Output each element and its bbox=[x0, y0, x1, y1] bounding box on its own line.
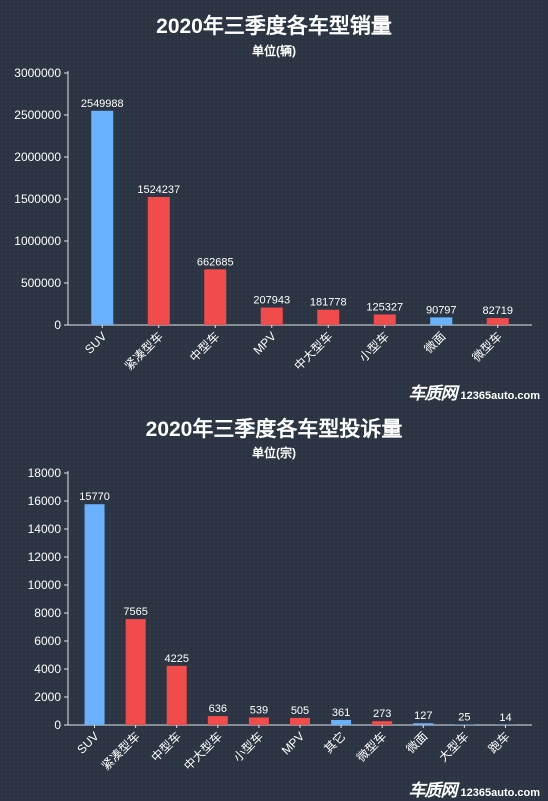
bar-5 bbox=[249, 717, 269, 725]
data-label: 2549988 bbox=[81, 98, 124, 110]
y-tick-label: 4000 bbox=[34, 662, 61, 676]
watermark-url: 12365auto.com bbox=[461, 787, 540, 799]
data-label: 25 bbox=[458, 712, 470, 724]
category-label: 中型车 bbox=[148, 729, 184, 765]
y-tick-label: 0 bbox=[54, 718, 61, 732]
bar-6 bbox=[290, 718, 310, 725]
y-tick-label: 500000 bbox=[21, 276, 61, 290]
data-label: 636 bbox=[209, 703, 227, 715]
category-label: 小型车 bbox=[356, 329, 392, 365]
category-label: 紧凑型车 bbox=[121, 329, 166, 374]
y-tick-label: 2500000 bbox=[14, 108, 61, 122]
data-label: 127 bbox=[414, 710, 432, 722]
category-label: 小型车 bbox=[230, 729, 266, 765]
category-label: 其它 bbox=[321, 729, 349, 757]
category-label: 大型车 bbox=[435, 729, 471, 765]
category-label: 跑车 bbox=[485, 729, 513, 757]
y-tick-label: 1500000 bbox=[14, 192, 61, 206]
y-tick-label: 2000000 bbox=[14, 150, 61, 164]
category-label: 微面 bbox=[404, 729, 431, 756]
data-label: 125327 bbox=[366, 301, 403, 313]
category-label: 中大型车 bbox=[291, 329, 336, 374]
category-label: 微型车 bbox=[353, 729, 389, 765]
category-label: SUV bbox=[82, 329, 109, 356]
bar-8 bbox=[487, 318, 509, 325]
y-tick-label: 8000 bbox=[34, 606, 61, 620]
data-label: 181778 bbox=[310, 297, 347, 309]
sales-bar-chart: 0 500000 1000000 1500000 2000000 2500000 30000… bbox=[0, 0, 548, 400]
bar-5 bbox=[317, 310, 339, 325]
bar-4 bbox=[261, 308, 283, 325]
bar-2 bbox=[126, 619, 146, 725]
data-label: 7565 bbox=[123, 606, 147, 618]
bar-3 bbox=[204, 269, 226, 325]
data-label: 539 bbox=[250, 704, 268, 716]
y-tick-label: 10000 bbox=[28, 578, 62, 592]
data-label: 1524237 bbox=[137, 184, 180, 196]
y-tick-label: 1000000 bbox=[14, 234, 61, 248]
category-label: 紧凑型车 bbox=[98, 729, 143, 774]
bar-3 bbox=[167, 666, 187, 725]
category-label: 中型车 bbox=[186, 329, 222, 365]
data-label: 662685 bbox=[197, 256, 234, 268]
data-label: 505 bbox=[291, 705, 309, 717]
y-tick-label: 3000000 bbox=[14, 66, 61, 80]
bar-7 bbox=[430, 317, 452, 325]
data-label: 90797 bbox=[426, 304, 457, 316]
category-label: MPV bbox=[279, 729, 307, 757]
y-tick-label: 12000 bbox=[28, 550, 62, 564]
watermark-logo: 车质网 12365auto.com bbox=[409, 776, 540, 801]
category-label: 中大型车 bbox=[180, 729, 225, 774]
category-label: 微型车 bbox=[469, 329, 505, 365]
data-label: 4225 bbox=[164, 653, 188, 665]
bar-9 bbox=[413, 723, 433, 725]
bar-8 bbox=[372, 721, 392, 725]
data-label: 14 bbox=[499, 712, 511, 724]
category-label: MPV bbox=[251, 329, 279, 357]
category-label: 微面 bbox=[421, 329, 448, 356]
bar-2 bbox=[148, 197, 170, 325]
data-label: 207943 bbox=[253, 295, 290, 307]
complaints-bar-chart: 0 2000 4000 6000 8000 10000 12000 14000 16000 180… bbox=[0, 400, 548, 800]
y-tick-label: 14000 bbox=[28, 522, 62, 536]
data-label: 361 bbox=[332, 707, 350, 719]
bar-1 bbox=[91, 111, 113, 325]
category-label: SUV bbox=[74, 729, 101, 756]
y-tick-label: 6000 bbox=[34, 634, 61, 648]
y-tick-label: 18000 bbox=[28, 466, 62, 480]
y-tick-label: 2000 bbox=[34, 690, 61, 704]
bar-1 bbox=[85, 504, 105, 725]
y-tick-label: 0 bbox=[54, 318, 61, 332]
y-tick-label: 16000 bbox=[28, 494, 62, 508]
data-label: 273 bbox=[373, 708, 391, 720]
data-label: 15770 bbox=[79, 491, 110, 503]
watermark-brand: 车质网 bbox=[409, 776, 457, 801]
bar-4 bbox=[208, 716, 228, 725]
data-label: 82719 bbox=[482, 305, 513, 317]
bar-7 bbox=[331, 720, 351, 725]
bar-6 bbox=[374, 314, 396, 325]
